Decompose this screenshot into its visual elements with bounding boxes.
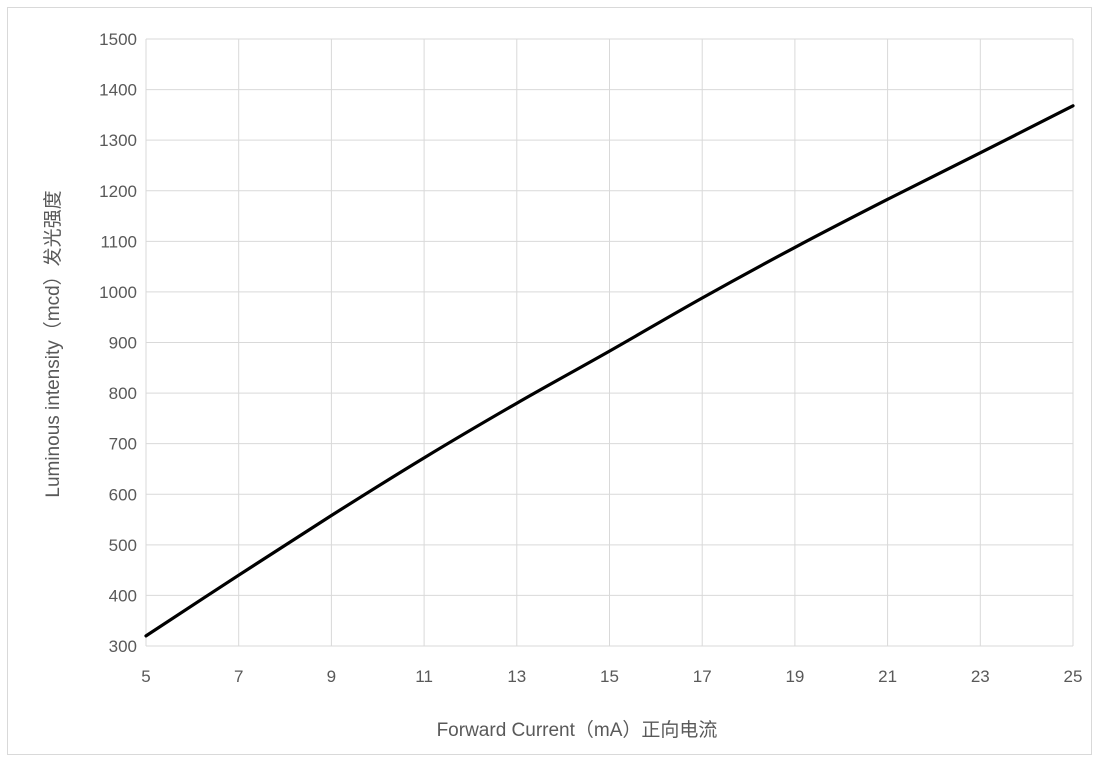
y-tick-label: 300 xyxy=(109,637,137,656)
y-tick-label: 1100 xyxy=(100,232,137,251)
x-tick-label: 19 xyxy=(785,667,804,686)
x-tick-label: 25 xyxy=(1064,667,1083,686)
y-tick-label: 1400 xyxy=(99,81,137,100)
y-tick-label: 900 xyxy=(109,334,137,353)
y-tick-label: 1200 xyxy=(99,182,137,201)
x-tick-label: 17 xyxy=(693,667,712,686)
x-axis-title: Forward Current（mA）正向电流 xyxy=(437,719,718,741)
tick-labels: 300 400 500 600 700 800 900 1000 1100 1200 1300 140… xyxy=(99,30,1082,686)
y-tick-label: 400 xyxy=(109,586,137,605)
y-tick-label: 600 xyxy=(109,485,137,504)
gridlines xyxy=(145,38,1074,647)
x-tick-label: 15 xyxy=(600,667,619,686)
x-tick-label: 7 xyxy=(234,667,243,686)
x-tick-label: 11 xyxy=(415,667,433,686)
x-tick-label: 21 xyxy=(878,667,897,686)
chart-area xyxy=(7,7,1092,755)
series-layer xyxy=(144,104,1075,638)
y-tick-label: 800 xyxy=(109,384,137,403)
y-tick-label: 1300 xyxy=(99,131,137,150)
y-tick-label: 1000 xyxy=(99,283,137,302)
y-tick-label: 700 xyxy=(109,435,137,454)
y-tick-label: 1500 xyxy=(99,30,137,49)
y-tick-label: 500 xyxy=(109,536,137,555)
x-tick-label: 9 xyxy=(327,667,336,686)
x-tick-label: 5 xyxy=(141,667,150,686)
x-tick-label: 23 xyxy=(971,667,990,686)
y-axis-title: Luminous intensity（mcd）发光强度 xyxy=(42,190,64,497)
series-line xyxy=(144,104,1075,638)
x-tick-label: 13 xyxy=(507,667,526,686)
